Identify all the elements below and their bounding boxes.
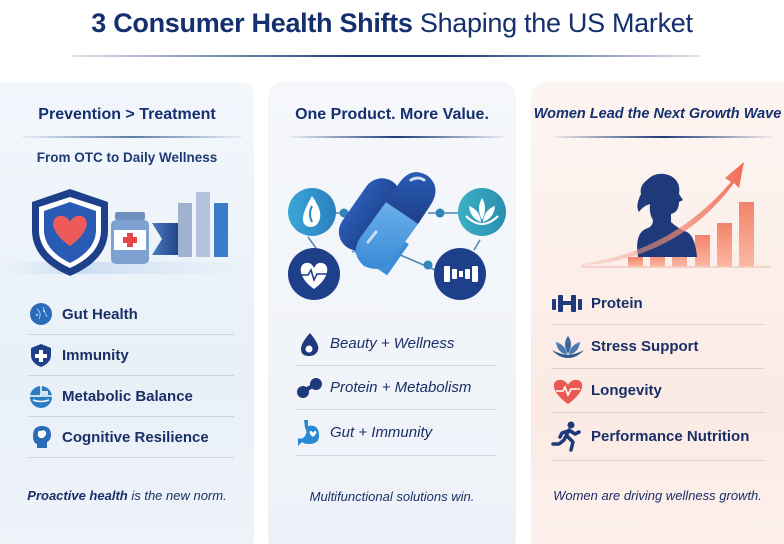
shift-list: Protein Stress Support Longevity Perform… — [551, 282, 764, 461]
lotus-icon — [551, 333, 591, 361]
brain-head-icon — [28, 423, 62, 451]
bar-chart-icon — [178, 192, 228, 257]
page-title: 3 Consumer Health Shifts Shaping the US … — [0, 8, 784, 39]
capsule-icon — [355, 172, 436, 269]
runner-icon — [551, 421, 591, 452]
panel-subheading: From OTC to Daily Wellness — [36, 150, 218, 165]
panel-divider — [22, 136, 242, 138]
panel-divider — [290, 136, 504, 138]
panel-women-growth: Women Lead the Next Growth Wave Prote — [531, 82, 784, 544]
list-item-beauty: Beauty + Wellness — [296, 322, 496, 366]
title-bold: 3 Consumer Health Shifts — [91, 8, 413, 38]
lotus-icon — [458, 188, 506, 236]
panel-heading: One Product. More Value. — [295, 106, 489, 123]
women-growth-illustration — [581, 162, 771, 268]
list-item-cognitive: Cognitive Resilience — [28, 417, 234, 458]
list-item-stress: Stress Support — [551, 325, 764, 369]
list-item-longevity: Longevity — [551, 369, 764, 413]
panel-footer: Proactive health is the new norm. — [27, 488, 227, 503]
shift-list: Gut Health Immunity Metabolic Balance Co… — [28, 294, 234, 458]
panel-footer: Multifunctional solutions win. — [309, 489, 475, 504]
list-item-gut-immunity: Gut + Immunity — [296, 410, 496, 456]
prevention-illustration — [0, 189, 254, 276]
metabolic-balance-icon — [28, 382, 62, 410]
panel-heading: Women Lead the Next Growth Wave — [533, 106, 782, 122]
heartbeat-icon — [288, 248, 340, 300]
capsule-network-illustration — [288, 172, 506, 300]
list-item-protein: Protein — [551, 282, 764, 325]
gut-health-icon — [28, 300, 62, 328]
connector-dot — [423, 260, 433, 270]
water-drop-icon — [288, 188, 336, 236]
panel-footer: Women are driving wellness growth. — [553, 488, 762, 503]
list-item-performance: Performance Nutrition — [551, 413, 764, 461]
medicine-bottle-icon — [111, 212, 149, 264]
list-item-immunity: Immunity — [28, 335, 234, 376]
panel-prevention: Prevention > Treatment From OTC to Daily… — [0, 82, 254, 544]
shield-cross-icon — [28, 341, 62, 369]
list-item-gut-health: Gut Health — [28, 294, 234, 335]
dumbbell-icon — [434, 248, 486, 300]
heart-pulse-icon — [551, 377, 591, 405]
drop-icon — [296, 330, 330, 358]
shield-heart-icon — [32, 189, 108, 276]
shift-list: Beauty + Wellness Protein + Metabolism G… — [296, 322, 496, 456]
dumbbell-icon — [551, 289, 591, 317]
stomach-icon — [296, 419, 330, 447]
woman-silhouette-icon — [637, 173, 697, 257]
panel-divider — [553, 136, 772, 138]
panel-multifunctional: One Product. More Value. — [268, 82, 516, 544]
list-item-protein-metabolism: Protein + Metabolism — [296, 366, 496, 410]
title-divider — [72, 55, 700, 57]
dumbbell-icon — [296, 374, 330, 402]
title-light: Shaping the US Market — [419, 8, 693, 38]
connector-dot — [435, 208, 445, 218]
list-item-metabolic: Metabolic Balance — [28, 376, 234, 417]
panel-heading: Prevention > Treatment — [38, 106, 216, 123]
